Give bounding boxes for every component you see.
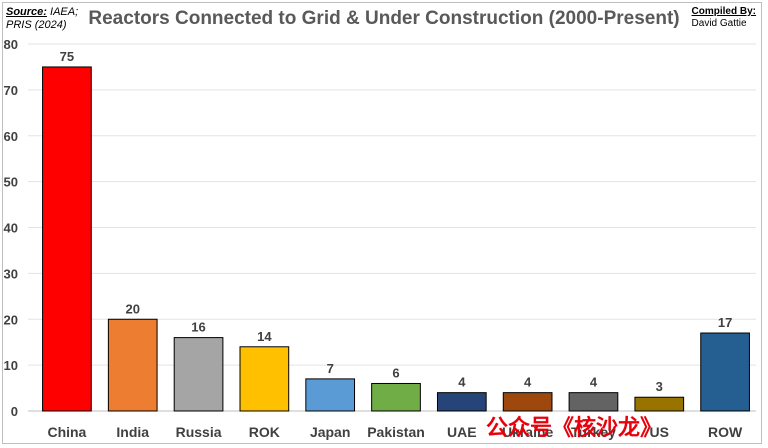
value-label-us: 3: [656, 379, 663, 394]
source-line2: PRIS (2024): [6, 19, 67, 31]
value-label-rok: 14: [257, 329, 272, 344]
watermark-text: 公众号《核沙龙》: [486, 416, 663, 441]
x-tick-label-india: India: [116, 424, 149, 440]
y-tick-label: 70: [4, 83, 18, 98]
value-label-turkey: 4: [590, 375, 598, 390]
y-tick-label: 20: [4, 312, 18, 327]
source-label: Source:: [6, 6, 47, 18]
y-tick-label: 60: [4, 129, 18, 144]
y-tick-label: 40: [4, 221, 18, 236]
x-tick-label-pakistan: Pakistan: [367, 424, 425, 440]
x-tick-label-uae: UAE: [447, 424, 477, 440]
source-line1: IAEA;: [50, 6, 79, 18]
compiled-label: Compiled By:: [691, 6, 756, 17]
y-tick-label: 50: [4, 175, 18, 190]
bar-india: [107, 318, 158, 412]
chart-title: Reactors Connected to Grid & Under Const…: [88, 8, 680, 29]
bar-japan: [305, 378, 356, 412]
x-tick-label-us: US: [650, 424, 669, 440]
y-tick-label: 30: [4, 266, 18, 281]
bar-us: [634, 396, 685, 412]
x-tick-label-japan: Japan: [310, 424, 350, 440]
bar-rok: [239, 346, 290, 412]
x-tick-label-turkey: Turkey: [571, 424, 616, 440]
bar-row: [700, 332, 750, 412]
y-tick-label: 10: [4, 358, 18, 373]
value-label-india: 20: [125, 301, 139, 316]
bar-turkey: [568, 392, 619, 412]
value-labels: 75 20 16 14 7 6 4 4 4 3 17: [60, 49, 733, 394]
source-note: Source: IAEA; PRIS (2024): [6, 6, 78, 32]
x-axis-labels: China India Russia ROK Japan Pakistan UAE Ukrai…: [47, 424, 743, 440]
y-tick-label: 0: [11, 404, 18, 419]
compiled-name: David Gattie: [691, 18, 747, 29]
value-label-pakistan: 6: [392, 365, 399, 380]
value-label-russia: 16: [191, 320, 205, 335]
y-tick-label: 80: [4, 37, 18, 52]
bar-uae: [436, 392, 487, 412]
value-label-japan: 7: [327, 361, 334, 376]
y-axis-ticks: 0 10 20 30 40 50 60 70 80: [4, 37, 18, 419]
x-tick-label-russia: Russia: [176, 424, 222, 440]
value-label-ukraine: 4: [524, 375, 532, 390]
bar-pakistan: [371, 382, 421, 412]
compiled-by-note: Compiled By: David Gattie: [692, 6, 756, 30]
bar-russia: [173, 337, 224, 412]
value-label-uae: 4: [458, 375, 466, 390]
value-label-china: 75: [60, 49, 74, 64]
bars: [42, 66, 750, 412]
x-tick-label-rok: ROK: [249, 424, 280, 440]
value-label-row: 17: [718, 315, 732, 330]
x-tick-label-ukraine: Ukraine: [502, 424, 554, 440]
x-tick-label-row: ROW: [708, 424, 743, 440]
bar-china: [42, 66, 92, 412]
x-tick-label-china: China: [47, 424, 86, 440]
bar-ukraine: [502, 392, 553, 412]
